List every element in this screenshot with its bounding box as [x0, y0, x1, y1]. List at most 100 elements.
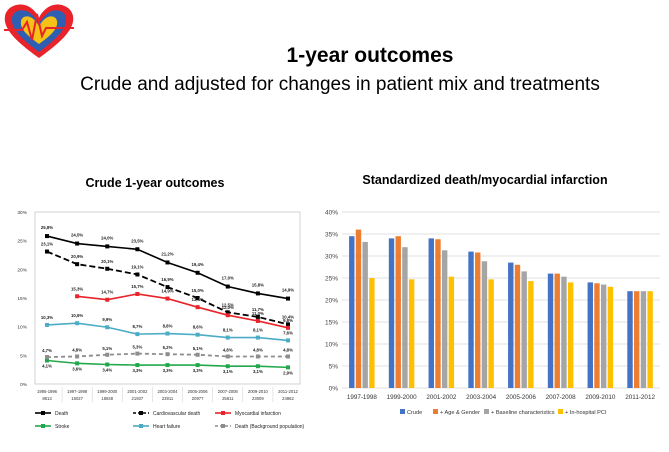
series-line — [77, 293, 289, 329]
bar — [481, 261, 488, 388]
x-tick-label: 2003-2004 — [157, 389, 178, 394]
data-label: 3,4% — [102, 368, 112, 373]
data-point — [75, 361, 80, 366]
data-label: 3,3% — [132, 368, 142, 373]
data-label: 11,0% — [252, 311, 264, 316]
n-value-label: 23911 — [162, 396, 174, 401]
data-label: 21,2% — [161, 251, 173, 256]
page-subtitle: Crude and adjusted for changes in patien… — [80, 74, 600, 95]
data-label: 3,1% — [253, 369, 263, 374]
bar — [634, 291, 640, 388]
data-point — [255, 335, 260, 340]
data-label: 4,7% — [42, 348, 52, 353]
y-tick-label: 25% — [17, 239, 27, 245]
data-point — [286, 338, 290, 343]
data-label: 24,5% — [71, 233, 83, 238]
data-label: 25,8% — [41, 225, 53, 230]
data-point — [225, 364, 230, 369]
bar — [475, 252, 481, 388]
crude-outcomes-line-chart: 0% 5% 10% 15% 20% 25% 30% 1995-1996 8813 1997-199… — [17, 210, 304, 430]
x-tick-label: 2007-2008 — [218, 389, 239, 394]
y-tick-label: 0% — [329, 386, 339, 393]
right-chart-title: Standardized death/myocardial infarction — [362, 173, 608, 187]
data-label: 20,9% — [71, 254, 83, 259]
bar — [521, 271, 527, 388]
data-label: 3,3% — [193, 368, 203, 373]
standardized-bar-chart: 0% 5% 10% 15% 20% 25% 30% 35% 40% 1997-1998 1999-2… — [325, 210, 660, 416]
y-tick-label: 20% — [325, 298, 338, 305]
data-point — [135, 291, 140, 296]
n-value-label: 16027 — [71, 396, 83, 401]
legend-label: Crude — [407, 410, 422, 416]
x-tick-label: 2005-2006 — [188, 389, 209, 394]
data-point — [255, 314, 260, 319]
bar — [388, 238, 395, 388]
data-label: 13,4% — [192, 297, 204, 302]
legend-swatch — [484, 409, 489, 414]
bar — [402, 247, 408, 388]
data-point — [225, 284, 230, 289]
data-label: 9,8% — [283, 318, 293, 323]
legend-marker — [221, 411, 225, 415]
bar — [561, 276, 567, 388]
bar — [594, 283, 600, 388]
legend-label: Myocardial infarction — [235, 411, 281, 417]
data-point — [105, 244, 110, 249]
data-point — [255, 354, 260, 359]
data-point — [105, 266, 110, 271]
data-point — [75, 321, 80, 326]
data-point — [225, 335, 230, 340]
data-point — [105, 297, 110, 302]
data-point — [45, 322, 49, 327]
bar — [441, 250, 448, 388]
data-label: 19,4% — [192, 262, 204, 267]
y-tick-label: 30% — [17, 210, 27, 216]
bar — [627, 291, 633, 388]
bar — [647, 291, 653, 388]
data-point — [286, 296, 290, 301]
legend-marker — [41, 424, 45, 428]
data-label: 23,1% — [41, 242, 53, 247]
data-point — [165, 260, 170, 265]
legend-label: Heart failure — [153, 424, 180, 430]
data-point — [45, 249, 49, 254]
legend-label: + Age & Gender — [440, 410, 480, 416]
x-tick-label: 1995-1996 — [37, 389, 58, 394]
bar — [488, 279, 494, 388]
data-point — [75, 241, 80, 246]
n-value-label: 23009 — [252, 396, 264, 401]
data-point — [195, 352, 200, 357]
data-point — [225, 354, 230, 359]
legend-marker — [139, 424, 143, 428]
x-tick-label: 1999-2000 — [97, 389, 118, 394]
bar — [547, 273, 554, 388]
data-point — [165, 331, 170, 336]
data-label: 7,6% — [283, 330, 293, 335]
data-label: 24,0% — [101, 235, 113, 240]
legend-label: + In-hospital PCI — [565, 410, 607, 416]
data-label: 10,3% — [41, 315, 53, 320]
y-tick-label: 15% — [17, 296, 27, 302]
data-label: 8,8% — [163, 324, 173, 329]
data-label: 2,9% — [283, 370, 293, 375]
bar — [349, 236, 355, 388]
legend-label: + Baseline characteristics — [491, 410, 555, 416]
data-point — [105, 325, 110, 330]
data-label: 4,8% — [223, 347, 233, 352]
x-tick-label: 2009-2010 — [585, 394, 616, 401]
data-point — [195, 296, 200, 300]
data-point — [255, 364, 260, 369]
bar — [567, 282, 574, 388]
data-label: 3,1% — [223, 369, 233, 374]
bar — [448, 276, 455, 388]
data-label: 20,1% — [101, 259, 113, 264]
y-tick-label: 25% — [325, 276, 338, 283]
data-point — [225, 310, 230, 315]
data-label: 4,8% — [253, 347, 263, 352]
data-point — [195, 305, 200, 310]
plot-frame — [34, 211, 301, 385]
data-label: 14,9% — [161, 289, 173, 294]
n-value-label: 18848 — [101, 396, 113, 401]
bar — [640, 291, 647, 388]
y-tick-label: 10% — [325, 342, 338, 349]
